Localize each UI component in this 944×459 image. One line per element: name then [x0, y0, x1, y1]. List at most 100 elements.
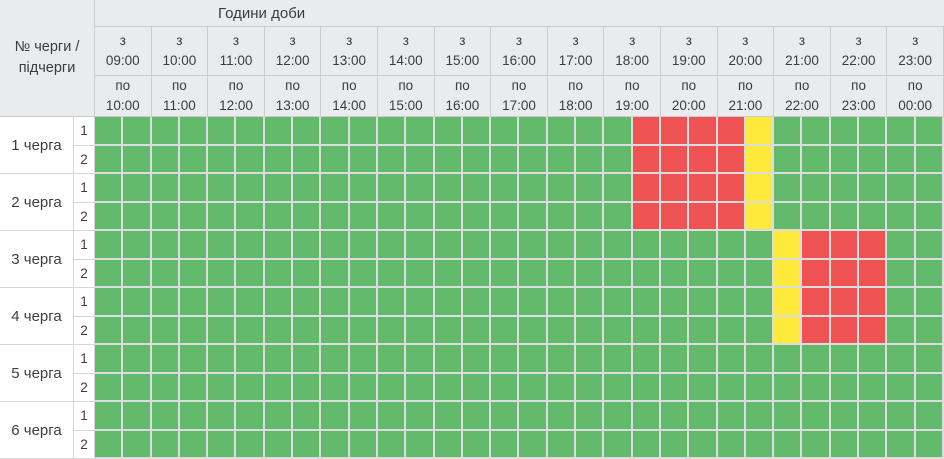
schedule-cell [519, 430, 548, 459]
schedule-cell [434, 145, 463, 174]
schedule-cell [406, 259, 435, 288]
schedule-cell [349, 345, 378, 374]
schedule-cell [434, 259, 463, 288]
schedule-cell [434, 117, 463, 146]
time-from-value: 09:00 [105, 53, 140, 68]
schedule-cell [434, 231, 463, 260]
schedule-cell [632, 202, 661, 231]
subqueue-label: 2 [74, 145, 95, 174]
subqueue-label-text: 1 [80, 180, 88, 196]
schedule-cell [434, 430, 463, 459]
schedule-cell [547, 373, 577, 402]
time-to-value: 20:00 [671, 98, 706, 113]
time-col-to: по 18:00 [547, 76, 605, 117]
schedule-cell [717, 402, 746, 431]
schedule-cell [859, 288, 888, 317]
schedule-cell [151, 402, 180, 431]
schedule-cell [745, 316, 775, 345]
schedule-cell [802, 402, 831, 431]
schedule-cell [717, 145, 746, 174]
subqueue-label: 2 [74, 373, 95, 402]
subqueue-label-text: 2 [80, 265, 88, 281]
time-from-value: 12:00 [275, 53, 310, 68]
queue-label: 4 черга [0, 288, 74, 345]
subqueue-label: 1 [74, 231, 95, 260]
queue-label: 2 черга [0, 174, 74, 231]
schedule-cell [745, 259, 775, 288]
schedule-cell [689, 145, 718, 174]
schedule-cell [349, 402, 378, 431]
schedule-cell [462, 288, 492, 317]
time-col-to: по 19:00 [604, 76, 661, 117]
schedule-cell [321, 145, 350, 174]
schedule-cell [208, 117, 237, 146]
schedule-cell [660, 231, 690, 260]
schedule-cell [236, 231, 265, 260]
schedule-cell [745, 174, 775, 203]
schedule-cell [349, 430, 378, 459]
schedule-cell [406, 174, 435, 203]
schedule-cell [604, 117, 633, 146]
schedule-cell [689, 373, 718, 402]
subqueue-label-text: 1 [80, 408, 88, 424]
schedule-cell [689, 117, 718, 146]
schedule-cell [406, 402, 435, 431]
schedule-cell [236, 402, 265, 431]
subqueue-label: 1 [74, 117, 95, 146]
schedule-cell [377, 402, 407, 431]
schedule-cell [406, 345, 435, 374]
schedule-cell [236, 174, 265, 203]
schedule-cell [321, 402, 350, 431]
time-from-word: з [289, 33, 296, 48]
queue-label-text: 4 черга [11, 307, 62, 325]
time-col-from: з 20:00 [717, 27, 775, 76]
schedule-cell [604, 174, 633, 203]
time-col-to: по 11:00 [151, 76, 209, 117]
schedule-cell [859, 316, 888, 345]
schedule-cell [123, 231, 152, 260]
schedule-cell [462, 430, 492, 459]
schedule-cell [264, 345, 294, 374]
schedule-cell [491, 117, 520, 146]
schedule-cell [491, 259, 520, 288]
time-col-to: по 00:00 [887, 76, 944, 117]
schedule-cell [123, 402, 152, 431]
schedule-cell [830, 373, 860, 402]
schedule-cell [859, 402, 888, 431]
schedule-cell [236, 117, 265, 146]
schedule-cell [321, 345, 350, 374]
schedule-cell [887, 202, 916, 231]
schedule-cell [151, 345, 180, 374]
schedule-cell [887, 259, 916, 288]
schedule-cell [293, 316, 322, 345]
schedule-cell [179, 402, 209, 431]
schedule-cell [830, 231, 860, 260]
schedule-cell [519, 231, 548, 260]
schedule-cell [604, 259, 633, 288]
schedule-cell [915, 202, 944, 231]
time-to-word: по [228, 78, 244, 93]
time-from-value: 11:00 [219, 53, 253, 68]
subqueue-label: 1 [74, 345, 95, 374]
schedule-cell [95, 316, 124, 345]
schedule-cell [491, 145, 520, 174]
time-col-from: з 22:00 [830, 27, 888, 76]
time-to-word: по [115, 78, 131, 93]
time-from-value: 14:00 [388, 53, 423, 68]
schedule-cell [915, 316, 944, 345]
schedule-cell [123, 345, 152, 374]
schedule-cell [576, 402, 605, 431]
schedule-cell [377, 202, 407, 231]
queue-label-text: 2 черга [11, 193, 62, 211]
schedule-cell [151, 174, 180, 203]
schedule-cell [576, 345, 605, 374]
schedule-cell [774, 145, 803, 174]
schedule-cell [95, 345, 124, 374]
time-from-word: з [515, 33, 523, 48]
schedule-cell [406, 231, 435, 260]
schedule-cell [774, 202, 803, 231]
queue-label: 5 черга [0, 345, 74, 402]
schedule-cell [802, 174, 831, 203]
schedule-cell [321, 202, 350, 231]
